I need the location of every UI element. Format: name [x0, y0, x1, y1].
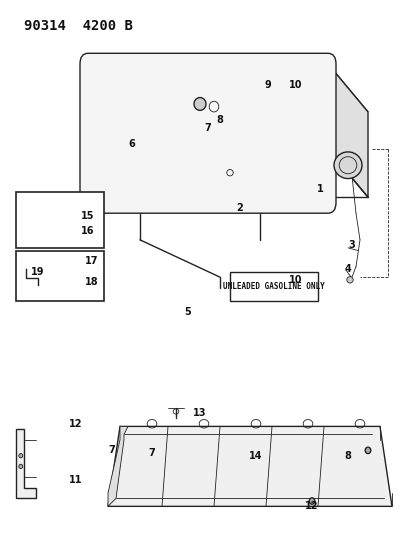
Text: 10: 10 [289, 275, 303, 285]
Text: 16: 16 [81, 226, 95, 236]
Polygon shape [328, 64, 368, 197]
Polygon shape [108, 426, 392, 506]
Ellipse shape [37, 207, 51, 223]
Text: 4: 4 [345, 264, 351, 274]
FancyBboxPatch shape [80, 53, 336, 213]
Ellipse shape [40, 223, 48, 233]
Text: 13: 13 [193, 408, 207, 418]
Ellipse shape [365, 447, 371, 454]
Text: 11: 11 [69, 475, 83, 484]
Ellipse shape [19, 464, 23, 469]
Polygon shape [88, 64, 128, 197]
Polygon shape [108, 426, 128, 506]
Text: 90314  4200 B: 90314 4200 B [24, 19, 133, 33]
Ellipse shape [67, 275, 73, 281]
Text: 10: 10 [289, 80, 303, 90]
Text: 17: 17 [85, 256, 99, 266]
Bar [16, 251, 104, 301]
Ellipse shape [347, 277, 353, 283]
Ellipse shape [64, 272, 76, 285]
Text: UNLEADED GASOLINE ONLY: UNLEADED GASOLINE ONLY [223, 282, 325, 291]
Ellipse shape [334, 152, 362, 179]
Ellipse shape [19, 454, 23, 458]
Ellipse shape [194, 98, 206, 110]
Text: 7: 7 [149, 448, 155, 458]
Polygon shape [16, 429, 36, 498]
Text: 8: 8 [216, 115, 224, 125]
Bar [16, 192, 104, 248]
Text: 8: 8 [344, 451, 352, 461]
Text: 15: 15 [81, 211, 95, 221]
Text: 19: 19 [31, 267, 45, 277]
Text: 14: 14 [249, 451, 263, 461]
Text: 6: 6 [129, 139, 135, 149]
Text: 12: 12 [305, 502, 319, 511]
Bar [230, 272, 318, 301]
Text: 3: 3 [349, 240, 355, 250]
Text: 7: 7 [205, 123, 211, 133]
Text: 1: 1 [317, 184, 323, 194]
Polygon shape [88, 64, 368, 112]
Ellipse shape [40, 211, 48, 220]
Ellipse shape [36, 220, 52, 236]
Text: 2: 2 [237, 203, 243, 213]
Text: 9: 9 [265, 80, 271, 90]
Text: 5: 5 [185, 307, 191, 317]
Text: 18: 18 [85, 278, 99, 287]
Text: 12: 12 [69, 419, 83, 429]
Ellipse shape [309, 498, 315, 504]
Text: 7: 7 [109, 446, 115, 455]
